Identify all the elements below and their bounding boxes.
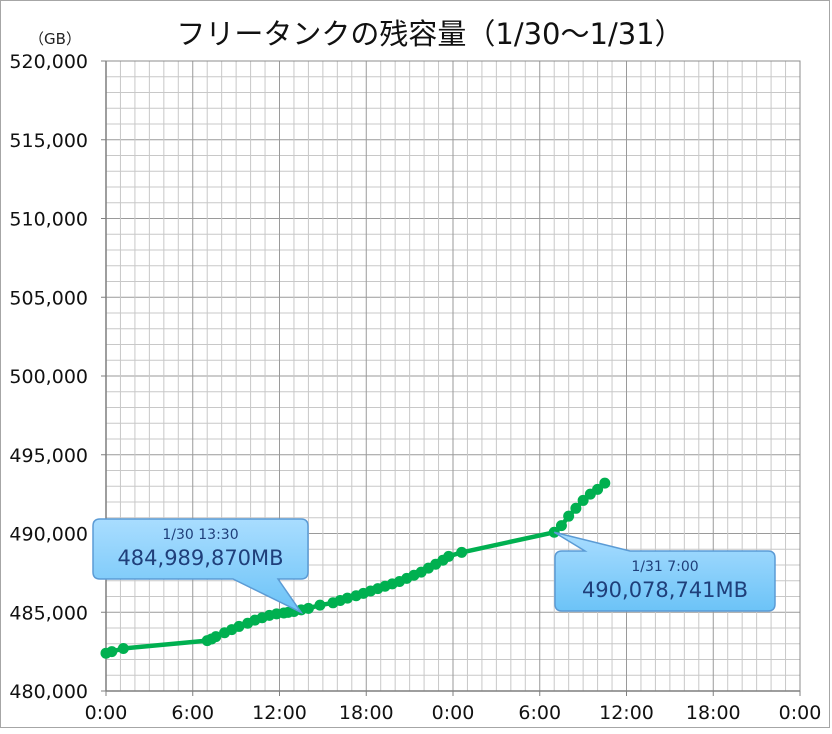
x-tick-labels: 0:00 6:00 12:00 18:00 0:00 6:00 12:00 18:00 0:00 [85,702,822,724]
callout-date-label: 1/30 13:30 [162,527,238,543]
x-tick-label: 12:00 [252,702,307,724]
data-point [314,599,326,611]
y-unit-label: （GB） [29,30,81,48]
y-tick-label: 510,000 [9,209,88,231]
callout-value-label: 484,989,870MB [117,546,283,570]
y-tick-label: 485,000 [9,602,88,624]
data-point [443,550,455,562]
axes [101,60,801,696]
chart-title: フリータンクの残容量（1/30〜1/31） [176,17,683,51]
data-point [106,646,118,658]
data-point [555,520,567,532]
callout-bubble [92,518,309,615]
data-point [570,502,582,514]
data-point [563,510,575,522]
x-tick-label: 6:00 [518,702,561,724]
callout: 1/30 13:30 484,989,870MB [92,518,309,615]
x-tick-label: 0:00 [85,702,128,724]
data-point [592,483,604,495]
x-tick-label: 6:00 [171,702,214,724]
data-point [302,602,314,614]
x-tick-label: 0:00 [779,702,822,724]
y-tick-label: 505,000 [9,287,88,309]
data-point [210,631,222,643]
y-tick-labels: 480,000 485,000 490,000 495,000 500,000 505,0… [9,51,88,703]
data-point [233,620,245,632]
data-point [599,477,611,489]
callout: 1/31 7:00 490,078,741MB [553,531,776,612]
data-point [117,642,129,654]
x-tick-label: 18:00 [339,702,394,724]
y-tick-label: 515,000 [9,130,88,152]
y-tick-label: 480,000 [9,681,88,703]
data-point [341,592,353,604]
y-tick-label: 500,000 [9,366,88,388]
callouts: 1/30 13:30 484,989,870MB 1/31 7:00 490,078,… [92,518,776,615]
callout-bubble [553,531,776,612]
callout-value-label: 490,078,741MB [582,578,748,602]
callout-date-label: 1/31 7:00 [631,559,698,575]
y-tick-label: 495,000 [9,445,88,467]
x-tick-label: 18:00 [686,702,741,724]
x-tick-label: 0:00 [432,702,475,724]
data-point [456,546,468,558]
y-tick-label: 520,000 [9,51,88,73]
data-point [577,494,589,506]
x-tick-label: 12:00 [599,702,654,724]
data-series [100,477,611,659]
y-tick-label: 490,000 [9,524,88,546]
